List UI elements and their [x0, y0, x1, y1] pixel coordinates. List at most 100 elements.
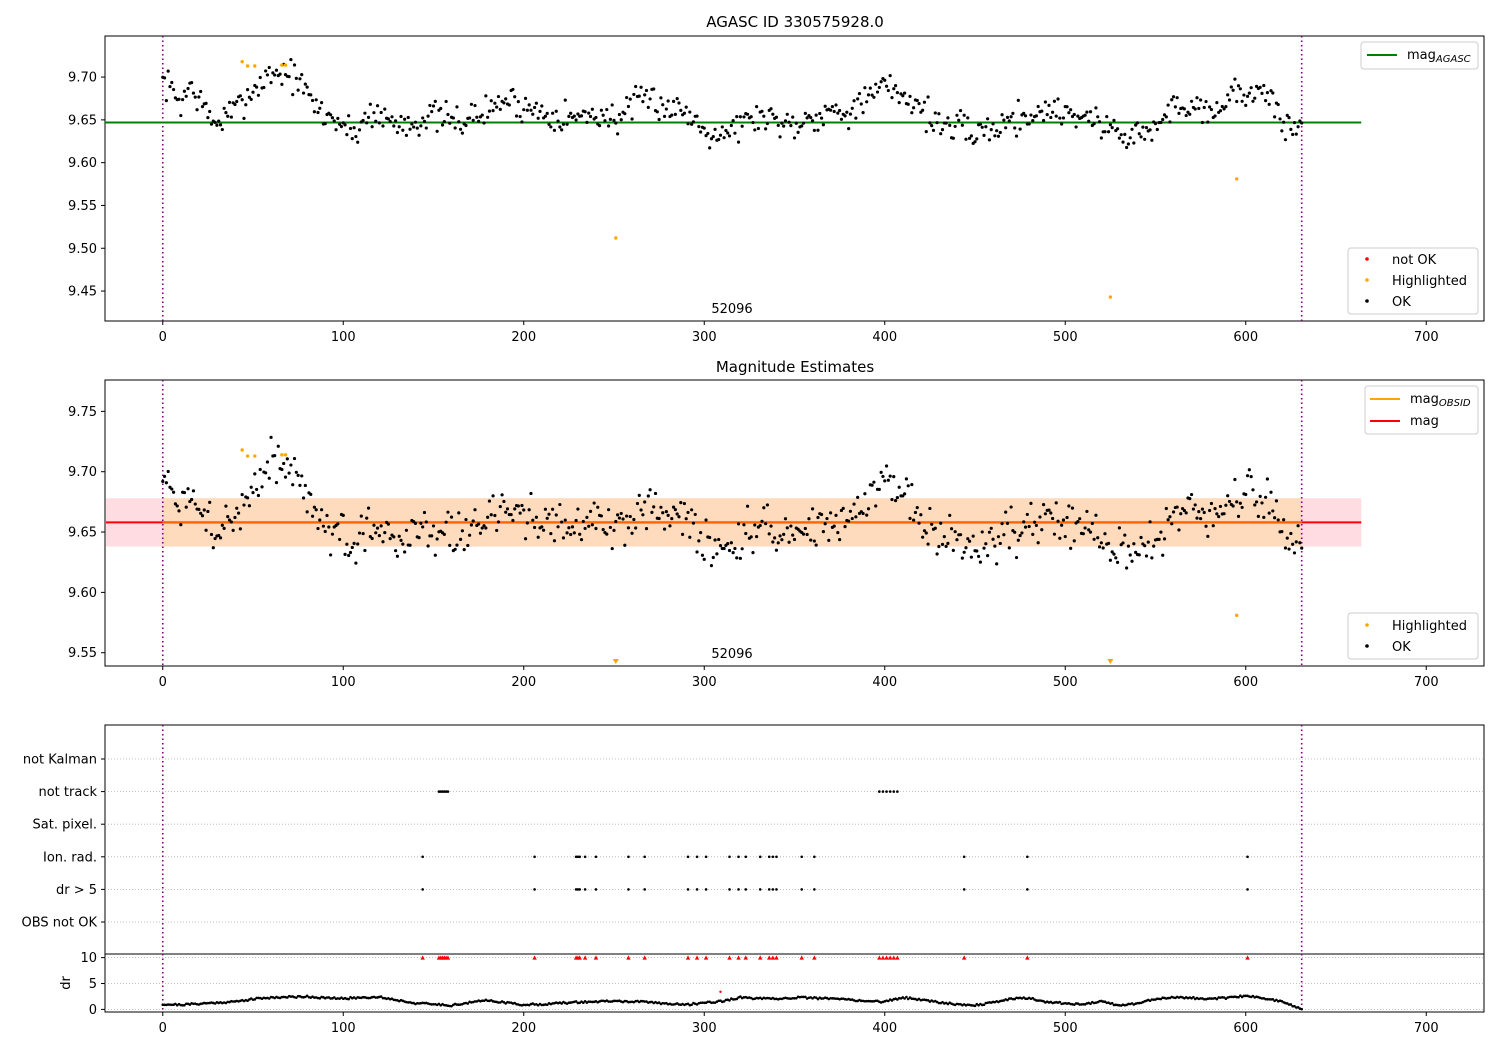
- ok-point: [758, 523, 762, 528]
- ok-point: [431, 104, 436, 108]
- ok-point: [1269, 490, 1273, 494]
- highlighted-point: [240, 448, 244, 452]
- ok-point: [995, 129, 999, 133]
- ok-point: [1282, 120, 1286, 124]
- ok-point: [1032, 520, 1037, 524]
- ok-point: [897, 485, 901, 489]
- ok-point: [1047, 103, 1051, 107]
- y-tick-label: 0: [89, 1003, 97, 1018]
- ok-point: [953, 124, 957, 129]
- ok-point: [791, 533, 795, 537]
- ok-point: [718, 544, 723, 548]
- ok-point: [677, 101, 681, 105]
- ok-point: [619, 118, 623, 122]
- ok-point: [318, 518, 322, 522]
- ok-point: [662, 114, 667, 118]
- ok-point: [1002, 533, 1006, 537]
- ok-point: [1007, 119, 1011, 123]
- ok-point: [680, 532, 685, 536]
- ok-point: [258, 467, 262, 472]
- ok-point: [1128, 136, 1132, 140]
- ok-point: [1031, 532, 1035, 536]
- ok-point: [605, 107, 609, 112]
- ok-point: [498, 504, 502, 509]
- ok-point: [224, 111, 228, 115]
- ok-point: [327, 525, 331, 529]
- ok-point: [1300, 546, 1304, 550]
- ok-point: [473, 103, 477, 108]
- ok-point: [190, 81, 194, 85]
- ok-point: [1126, 544, 1131, 548]
- flag-point: [813, 855, 816, 859]
- ok-point: [1126, 142, 1131, 146]
- axes-frame-3: [104, 953, 1485, 1013]
- ok-point: [933, 526, 937, 530]
- ok-point: [978, 560, 983, 564]
- ok-point: [659, 96, 663, 100]
- ok-point: [998, 541, 1002, 546]
- ok-point: [552, 128, 557, 132]
- ok-point: [592, 501, 596, 505]
- ok-point: [1051, 110, 1055, 114]
- ok-point: [1088, 110, 1093, 114]
- ok-point: [186, 86, 190, 91]
- ok-point: [1009, 505, 1013, 509]
- ok-point: [755, 105, 759, 109]
- ok-point: [829, 108, 833, 112]
- ok-point: [1227, 98, 1232, 102]
- ok-point: [861, 111, 865, 115]
- ok-point: [523, 96, 528, 100]
- ok-point: [348, 126, 353, 131]
- x-tick-label: 700: [1414, 675, 1439, 690]
- ok-point: [1137, 553, 1141, 557]
- ok-point: [552, 539, 557, 543]
- ok-point: [958, 108, 963, 113]
- ok-point: [661, 103, 665, 107]
- ok-point: [1018, 533, 1022, 538]
- ok-point: [258, 75, 262, 80]
- ok-point: [921, 108, 925, 112]
- ok-point: [426, 544, 430, 548]
- ok-point: [269, 80, 273, 85]
- ok-point: [821, 123, 825, 127]
- ok-point: [363, 111, 367, 115]
- highlighted-point: [1235, 177, 1239, 181]
- ok-point: [644, 527, 649, 531]
- ok-point: [892, 87, 896, 91]
- ok-point: [756, 126, 761, 131]
- x-tick-label: 500: [1053, 330, 1078, 345]
- flag-point: [576, 888, 580, 891]
- ok-point: [874, 504, 878, 508]
- ok-point: [446, 112, 450, 117]
- ok-point: [1103, 130, 1107, 134]
- ok-point: [744, 531, 748, 536]
- ok-point: [294, 76, 298, 80]
- ok-point: [357, 531, 362, 535]
- ok-point: [729, 123, 733, 128]
- ok-point: [614, 121, 618, 125]
- ok-point: [823, 104, 827, 108]
- highlighted-point: [253, 64, 257, 68]
- ok-point: [877, 487, 881, 492]
- ok-point: [740, 124, 744, 128]
- flag-category-label: Ion. rad.: [43, 850, 97, 865]
- flag-category-label: Sat. pixel.: [33, 818, 97, 833]
- ok-point: [520, 120, 524, 124]
- ok-point: [213, 536, 217, 541]
- ok-point: [403, 117, 407, 121]
- ok-point: [940, 128, 945, 132]
- ok-point: [850, 106, 854, 110]
- ok-point: [477, 119, 481, 123]
- ok-point: [986, 117, 990, 121]
- ok-point: [388, 119, 392, 124]
- ok-point: [1231, 88, 1235, 92]
- y-tick-label: 9.75: [68, 405, 97, 420]
- ok-point: [1105, 114, 1109, 119]
- ok-point: [303, 82, 307, 86]
- ok-point: [785, 112, 789, 116]
- ok-point: [641, 513, 645, 517]
- ok-point: [601, 528, 605, 532]
- ok-point: [260, 485, 264, 489]
- flag-point: [574, 855, 578, 859]
